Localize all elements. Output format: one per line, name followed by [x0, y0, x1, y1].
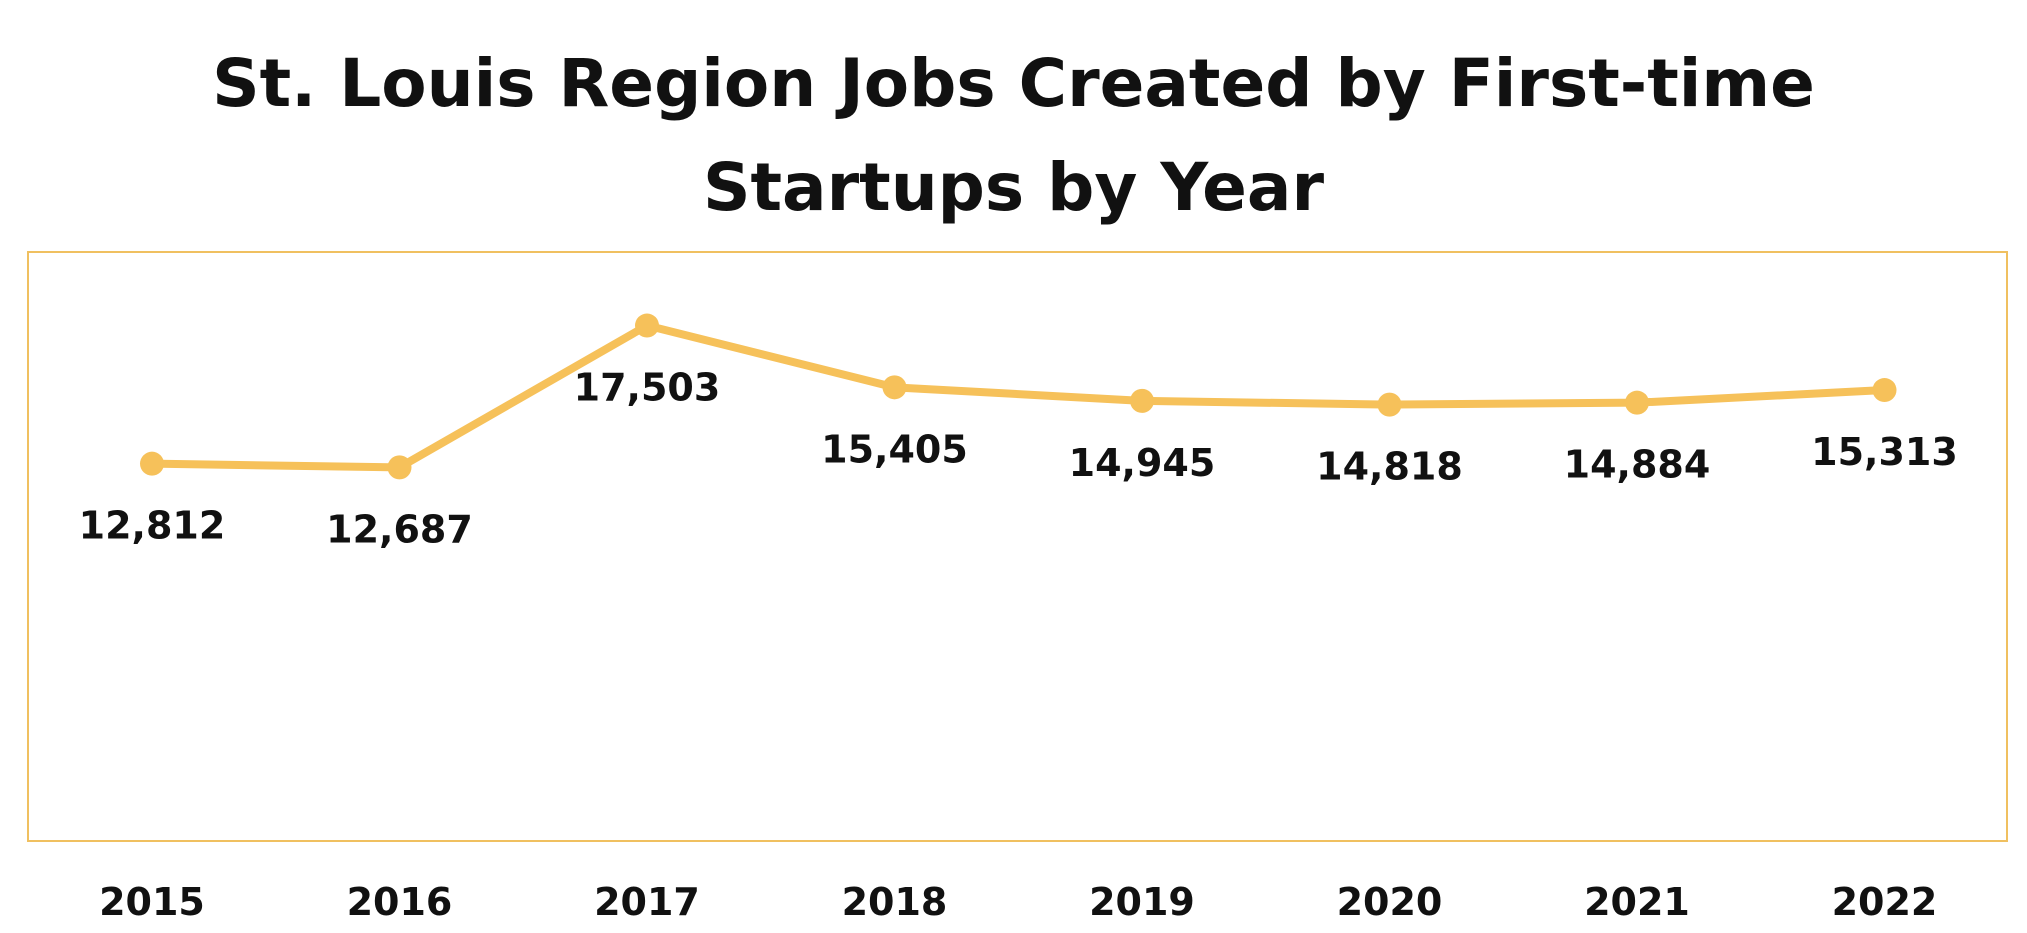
series-line [148, 321, 1889, 472]
chart-title-line-1: St. Louis Region Jobs Created by First-t… [212, 45, 1815, 122]
x-tick-label-2022: 2022 [1832, 880, 1938, 924]
data-label-2015: 12,812 [79, 504, 226, 548]
data-label-2019: 14,945 [1069, 441, 1216, 485]
chart-title: St. Louis Region Jobs Created by First-t… [0, 32, 2027, 240]
data-label-2020: 14,818 [1316, 445, 1463, 489]
x-tick-label-2021: 2021 [1584, 880, 1690, 924]
data-point-2018 [882, 375, 907, 400]
data-label-2018: 15,405 [821, 427, 968, 471]
data-point-2022 [1872, 378, 1897, 403]
data-label-2021: 14,884 [1564, 443, 1711, 487]
x-tick-label-2016: 2016 [347, 880, 453, 924]
x-tick-label-2017: 2017 [594, 880, 700, 924]
data-point-2016 [387, 455, 412, 480]
x-tick-label-2015: 2015 [99, 880, 205, 924]
chart-title-line-2: Startups by Year [702, 149, 1325, 226]
data-point-2017 [635, 313, 659, 338]
plot-area-frame [27, 251, 2008, 842]
data-label-2016: 12,687 [326, 507, 473, 551]
x-tick-label-2019: 2019 [1089, 880, 1195, 924]
series-layer [140, 313, 1897, 480]
x-tick-label-2020: 2020 [1337, 880, 1443, 924]
data-label-layer: 12,812 12,687 17,503 15,405 14,945 14,818 14,8… [79, 366, 1958, 552]
data-point-2021 [1625, 390, 1649, 415]
data-point-2020 [1377, 392, 1402, 417]
x-axis-tick-layer: 2015 2016 2017 2018 2019 2020 2021 2022 [99, 880, 1937, 924]
x-tick-label-2018: 2018 [842, 880, 948, 924]
data-label-2017: 17,503 [574, 366, 721, 410]
data-point-2015 [140, 451, 164, 476]
data-label-2022: 15,313 [1811, 430, 1958, 474]
data-point-2019 [1130, 388, 1154, 413]
